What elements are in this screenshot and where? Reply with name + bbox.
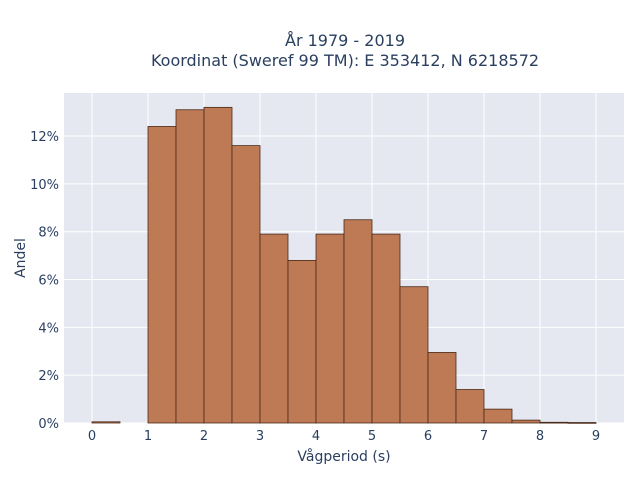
x-tick-label: 9 <box>592 429 600 444</box>
histogram-bar-14 <box>483 408 513 424</box>
x-tick-label: 4 <box>312 429 320 444</box>
histogram-bar-13 <box>455 389 485 424</box>
histogram-bar-12 <box>427 352 457 424</box>
y-axis-ticks: 0% 2% 4% 6% 8% 10% 12% <box>30 130 59 432</box>
y-tick-label: 8% <box>38 226 59 241</box>
histogram-bar-8 <box>315 233 345 424</box>
histogram-bar-15 <box>511 419 541 424</box>
histogram-bar-11 <box>399 286 429 424</box>
y-tick-label: 2% <box>38 369 59 384</box>
x-tick-label: 6 <box>424 429 432 444</box>
histogram-bar-0 <box>91 421 121 424</box>
y-tick-label: 4% <box>38 321 59 336</box>
x-tick-label: 7 <box>480 429 488 444</box>
histogram-bar-17 <box>567 422 597 424</box>
histogram-bar-6 <box>259 233 289 424</box>
x-tick-label: 1 <box>144 429 152 444</box>
x-tick-label: 0 <box>88 429 96 444</box>
x-tick-label: 2 <box>200 429 208 444</box>
histogram-bar-9 <box>343 219 373 424</box>
histogram-bar-2 <box>147 126 177 424</box>
chart-title-line-1: År 1979 - 2019 <box>285 31 405 50</box>
y-tick-label: 12% <box>30 130 59 145</box>
histogram-bar-5 <box>231 145 261 424</box>
x-tick-label: 3 <box>256 429 264 444</box>
chart-title-line-2: Koordinat (Sweref 99 TM): E 353412, N 62… <box>151 51 539 70</box>
bars <box>91 106 597 424</box>
y-axis-label: Andel <box>13 238 29 278</box>
x-tick-label: 8 <box>536 429 544 444</box>
x-axis-ticks: 0 1 2 3 4 5 6 7 8 9 <box>88 429 600 444</box>
histogram-bar-4 <box>203 106 233 424</box>
histogram-bar-7 <box>287 259 317 424</box>
histogram-bar-16 <box>539 421 569 424</box>
y-tick-label: 10% <box>30 178 59 193</box>
x-axis-label: Vågperiod (s) <box>297 448 390 465</box>
y-tick-label: 6% <box>38 274 59 289</box>
y-tick-label: 0% <box>38 417 59 432</box>
histogram-bar-3 <box>175 109 205 424</box>
x-tick-label: 5 <box>368 429 376 444</box>
histogram-bar-10 <box>371 233 401 424</box>
